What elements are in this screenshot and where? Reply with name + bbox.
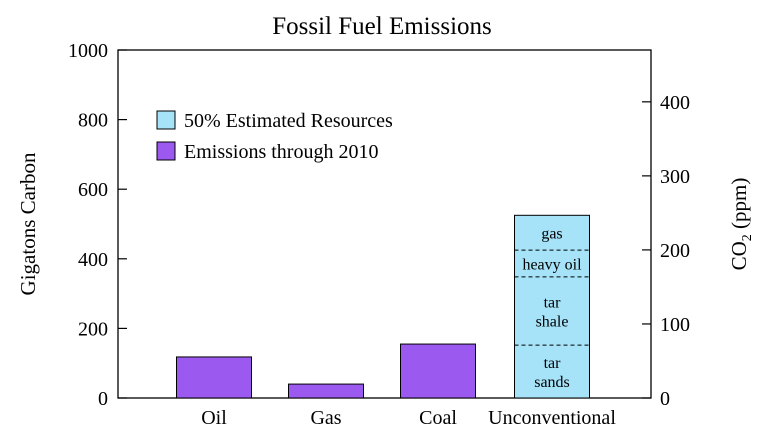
bar xyxy=(514,214,590,399)
y2-tick-label: 200 xyxy=(660,240,690,262)
legend-label: Emissions through 2010 xyxy=(184,141,378,163)
x-tick-label: Gas xyxy=(310,407,341,428)
x-tick-label: Unconventional xyxy=(488,407,616,428)
x-tick-label: Oil xyxy=(201,407,227,428)
plot-area: 0 200 400 600 800 1000 0 100 200 300 400 Gigatons C… xyxy=(16,40,755,428)
legend-label: 50% Estimated Resources xyxy=(184,110,393,132)
segment-label: sands xyxy=(534,374,570,391)
y-tick-label: 1000 xyxy=(68,40,108,62)
segment-label: tar xyxy=(544,295,562,312)
bar xyxy=(288,383,364,399)
y2-axis-label: CO2 (ppm) xyxy=(727,178,755,271)
y-tick-label: 600 xyxy=(78,179,108,201)
y2-tick-label: 0 xyxy=(660,388,670,410)
y2-tick-label: 300 xyxy=(660,166,690,188)
y-axis-label: Gigatons Carbon xyxy=(16,152,40,295)
y-tick-label: 200 xyxy=(78,318,108,340)
segment-label: shale xyxy=(536,314,569,331)
y-tick-label: 400 xyxy=(78,249,108,271)
segment-label: gas xyxy=(541,226,562,243)
y-tick-label: 0 xyxy=(98,388,108,410)
segment-label: tar xyxy=(544,355,562,372)
segment-label: heavy oil xyxy=(522,256,582,273)
plot-frame xyxy=(117,49,652,399)
y2-tick-label: 100 xyxy=(660,314,690,336)
y-tick-label: 800 xyxy=(78,110,108,132)
legend-swatch xyxy=(156,141,176,161)
y2-tick-label: 400 xyxy=(660,92,690,114)
legend-swatch xyxy=(156,110,176,130)
bar xyxy=(176,356,252,399)
chart-title: Fossil Fuel Emissions xyxy=(272,13,492,40)
bar xyxy=(400,343,476,399)
x-tick-label: Coal xyxy=(419,407,457,428)
